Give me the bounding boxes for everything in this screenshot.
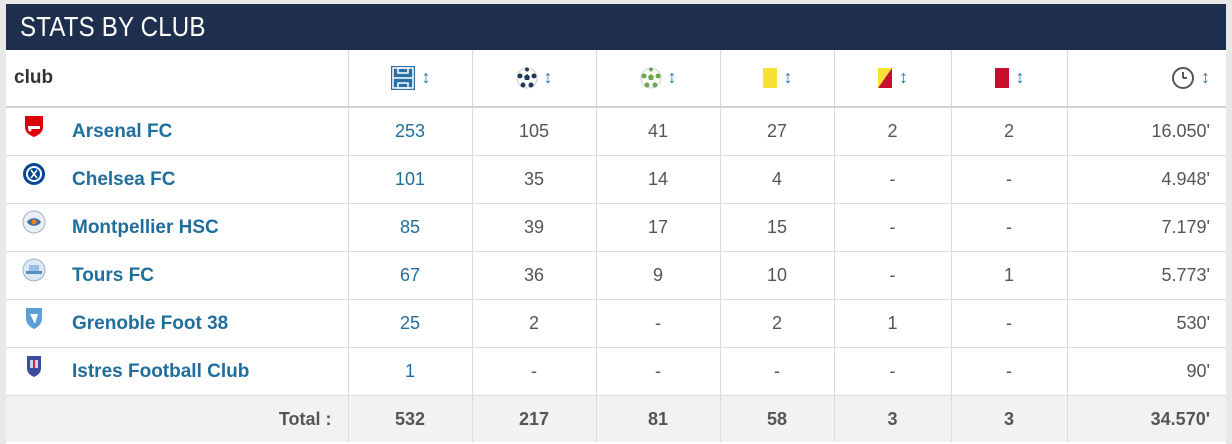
second-yellow-cell: 2 (834, 107, 952, 156)
goals-header[interactable]: ↕ (472, 50, 597, 108)
assists-ball-icon (640, 67, 662, 89)
total-label: Total : (6, 395, 349, 442)
goals-cell: 36 (472, 251, 597, 300)
total-red-cards: 3 (951, 395, 1068, 442)
second-yellow-cell: - (834, 203, 952, 252)
total-row: Total : 532 217 81 58 3 3 34.570' (6, 395, 1226, 442)
sort-icon[interactable]: ↕ (667, 66, 677, 87)
assists-cell: 17 (596, 203, 721, 252)
sort-icon[interactable]: ↕ (783, 66, 793, 87)
red-cards-cell: - (951, 203, 1068, 252)
minutes-cell: 90' (1067, 347, 1226, 396)
goals-cell: - (472, 347, 597, 396)
goals-cell: 105 (472, 107, 597, 156)
second-yellow-cell: - (834, 155, 952, 204)
appearances-link[interactable]: 101 (348, 155, 473, 204)
appearances-header[interactable]: ↕ (348, 50, 473, 108)
yellow-cards-cell: 2 (720, 299, 835, 348)
yellow-cards-cell: 10 (720, 251, 835, 300)
goals-cell: 39 (472, 203, 597, 252)
arsenal-crest-icon (25, 115, 43, 137)
minutes-cell: 16.050' (1067, 107, 1226, 156)
table-row: Montpellier HSC 85 39 17 15 - - 7.179' (6, 203, 1226, 252)
red-cards-header[interactable]: ↕ (951, 50, 1068, 108)
red-cards-cell: 2 (951, 107, 1068, 156)
grenoble-crest-icon (26, 307, 42, 329)
assists-header[interactable]: ↕ (596, 50, 721, 108)
club-link[interactable]: Grenoble Foot 38 (72, 312, 229, 334)
total-goals: 217 (472, 395, 597, 442)
yellow-cards-cell: 15 (720, 203, 835, 252)
club-column-header: club (6, 50, 349, 108)
red-cards-cell: 1 (951, 251, 1068, 300)
sort-icon[interactable]: ↕ (421, 66, 431, 87)
table-row: Chelsea FC 101 35 14 4 - - 4.948' (6, 155, 1226, 204)
sort-icon[interactable]: ↕ (899, 66, 908, 87)
assists-cell: 9 (596, 251, 721, 300)
minutes-cell: 530' (1067, 299, 1226, 348)
minutes-cell: 7.179' (1067, 203, 1226, 252)
yellow-card-icon (762, 67, 778, 89)
montpellier-crest-icon (22, 210, 46, 233)
total-appearances: 532 (348, 395, 473, 442)
total-assists: 81 (596, 395, 721, 442)
club-link[interactable]: Montpellier HSC (72, 216, 219, 238)
assists-cell: 14 (596, 155, 721, 204)
total-second-yellow: 3 (834, 395, 952, 442)
goals-cell: 35 (472, 155, 597, 204)
appearances-link[interactable]: 67 (348, 251, 473, 300)
goals-cell: 2 (472, 299, 597, 348)
table-row: Grenoble Foot 38 25 2 - 2 1 - 530' (6, 299, 1226, 348)
chelsea-crest-icon (23, 162, 45, 185)
appearances-link[interactable]: 85 (348, 203, 473, 252)
goals-ball-icon (516, 67, 538, 89)
yellow-cards-cell: - (720, 347, 835, 396)
stats-table: club ↕ ↕ ↕ (6, 50, 1226, 442)
second-yellow-card-icon (877, 67, 893, 89)
total-yellow-cards: 58 (720, 395, 835, 442)
table-row: Arsenal FC 253 105 41 27 2 2 16.050' (6, 107, 1226, 156)
sort-icon[interactable]: ↕ (543, 66, 553, 87)
minutes-clock-icon (1171, 66, 1195, 90)
red-card-icon (994, 67, 1010, 89)
red-cards-cell: - (951, 155, 1068, 204)
club-link[interactable]: Istres Football Club (72, 360, 250, 382)
second-yellow-cell: 1 (834, 299, 952, 348)
club-link[interactable]: Arsenal FC (72, 120, 173, 142)
sort-icon[interactable]: ↕ (1015, 66, 1025, 87)
second-yellow-cell: - (834, 251, 952, 300)
minutes-header[interactable]: ↕ (1067, 50, 1226, 108)
second-yellow-cell: - (834, 347, 952, 396)
table-row: Istres Football Club 1 - - - - - 90' (6, 347, 1226, 396)
panel-title: STATS BY CLUB (6, 4, 1226, 50)
red-cards-cell: - (951, 299, 1068, 348)
second-yellow-header[interactable]: ↕ (834, 50, 952, 108)
total-minutes: 34.570' (1067, 395, 1226, 442)
assists-cell: - (596, 299, 721, 348)
yellow-cards-cell: 4 (720, 155, 835, 204)
red-cards-cell: - (951, 347, 1068, 396)
assists-cell: - (596, 347, 721, 396)
appearances-link[interactable]: 1 (348, 347, 473, 396)
istres-crest-icon (27, 355, 41, 377)
minutes-cell: 5.773' (1067, 251, 1226, 300)
yellow-cards-cell: 27 (720, 107, 835, 156)
club-link[interactable]: Tours FC (72, 264, 154, 286)
appearances-field-icon (390, 65, 416, 91)
appearances-link[interactable]: 25 (348, 299, 473, 348)
tours-crest-icon (22, 258, 46, 281)
minutes-cell: 4.948' (1067, 155, 1226, 204)
table-header-row: club ↕ ↕ ↕ (6, 50, 1226, 108)
table-row: Tours FC 67 36 9 10 - 1 5.773' (6, 251, 1226, 300)
assists-cell: 41 (596, 107, 721, 156)
sort-icon[interactable]: ↕ (1201, 66, 1210, 87)
appearances-link[interactable]: 253 (348, 107, 473, 156)
yellow-cards-header[interactable]: ↕ (720, 50, 835, 108)
club-link[interactable]: Chelsea FC (72, 168, 176, 190)
stats-by-club-panel: STATS BY CLUB club ↕ ↕ (6, 4, 1226, 444)
